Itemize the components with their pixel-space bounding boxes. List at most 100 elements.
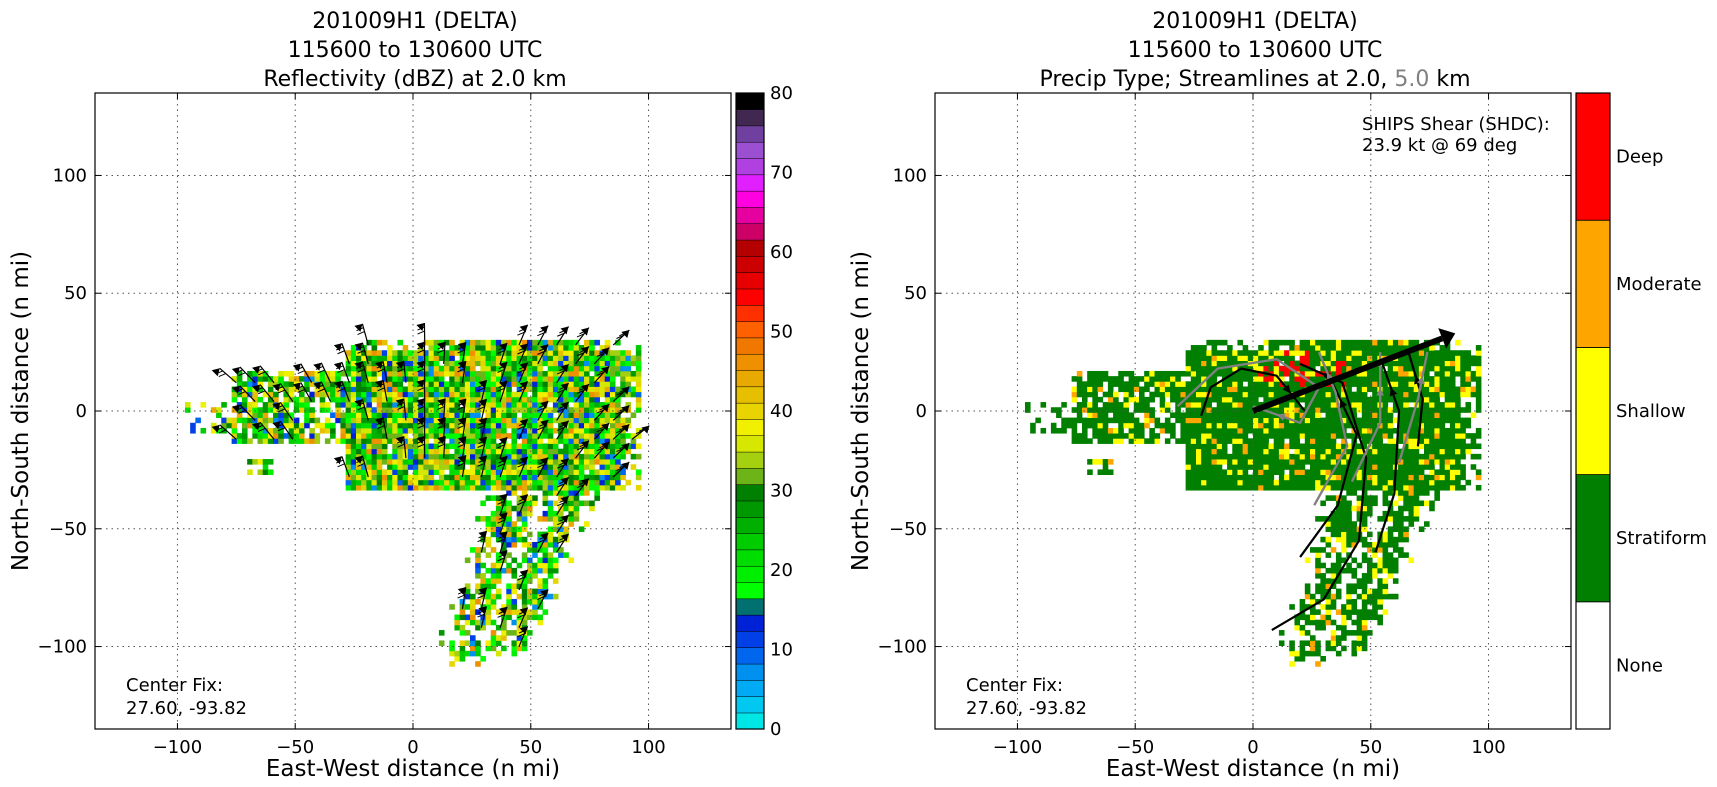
- precip-cell: [1123, 433, 1130, 439]
- precip-cell: [1320, 624, 1326, 631]
- reflectivity-cell: [428, 422, 435, 429]
- precip-cell: [1294, 433, 1301, 439]
- reflectivity-cell: [236, 438, 243, 444]
- precip-cell: [1097, 376, 1104, 382]
- reflectivity-cell: [558, 490, 564, 496]
- reflectivity-cell: [635, 360, 642, 367]
- reflectivity-cell: [609, 479, 616, 486]
- precip-cell: [1465, 360, 1472, 367]
- reflectivity-cell: [428, 350, 435, 356]
- reflectivity-cell: [324, 438, 331, 444]
- precip-cell: [1123, 407, 1130, 413]
- reflectivity-cell: [495, 360, 502, 367]
- wind-barb-feather: [437, 424, 445, 429]
- reflectivity-cell: [475, 391, 481, 398]
- precip-cell: [1097, 370, 1104, 377]
- reflectivity-cell: [464, 484, 471, 491]
- precip-cell: [1253, 422, 1259, 429]
- precip-cell: [1460, 381, 1466, 387]
- reflectivity-cell: [366, 381, 372, 387]
- precip-cell: [1470, 443, 1477, 450]
- reflectivity-cell: [335, 386, 341, 393]
- reflectivity-cell: [573, 459, 580, 465]
- precip-cell: [1335, 448, 1342, 455]
- colorbar-swatch: [735, 614, 765, 632]
- reflectivity-cell: [568, 500, 575, 507]
- precip-cell: [1413, 469, 1420, 475]
- wind-barb-flag: [272, 383, 281, 392]
- precip-cell: [1190, 345, 1197, 351]
- reflectivity-cell: [480, 443, 486, 450]
- precip-cell: [1097, 427, 1104, 434]
- reflectivity-cell: [568, 370, 575, 377]
- wind-barb-feather: [517, 331, 525, 336]
- reflectivity-cell: [226, 417, 233, 424]
- colorbar-swatch: [735, 484, 765, 502]
- reflectivity-cell: [475, 567, 481, 574]
- reflectivity-cell: [480, 345, 486, 351]
- wind-barb-flag: [457, 455, 466, 464]
- reflectivity-cell: [350, 407, 357, 413]
- precip-cell: [1232, 396, 1238, 403]
- precip-cell: [1294, 386, 1301, 393]
- reflectivity-cell: [407, 376, 414, 382]
- reflectivity-cell: [381, 469, 388, 475]
- precip-cell: [1294, 624, 1301, 631]
- wind-barb-feather: [537, 407, 545, 412]
- precip-cell: [1185, 417, 1192, 424]
- reflectivity-cell: [542, 510, 549, 517]
- reflectivity-cell: [335, 376, 341, 382]
- reflectivity-cell: [413, 407, 419, 413]
- wind-barb-feather: [457, 349, 465, 354]
- precip-cell: [1170, 376, 1176, 382]
- reflectivity-cell: [568, 360, 575, 367]
- wind-barb-feather: [517, 463, 525, 468]
- reflectivity-cell: [470, 609, 476, 615]
- wind-barb-feather: [498, 440, 506, 445]
- reflectivity-cell: [521, 516, 528, 522]
- precip-cell: [1315, 360, 1321, 367]
- reflectivity-cell: [288, 422, 295, 429]
- reflectivity-cell: [423, 464, 429, 470]
- reflectivity-cell: [604, 376, 611, 382]
- reflectivity-cell: [438, 376, 445, 382]
- precip-cell: [1392, 391, 1399, 398]
- precip-cell: [1367, 474, 1373, 481]
- precip-cell: [1216, 391, 1223, 398]
- reflectivity-cell: [552, 593, 559, 600]
- reflectivity-cell: [495, 526, 502, 533]
- precip-cell: [1201, 396, 1207, 403]
- wind-barb-feather: [517, 388, 525, 393]
- precip-cell: [1284, 407, 1290, 413]
- wind-barb-feather: [255, 424, 263, 429]
- reflectivity-cell: [490, 593, 497, 600]
- reflectivity-cell: [397, 453, 404, 460]
- reflectivity-cell: [563, 391, 569, 398]
- reflectivity-cell: [578, 402, 585, 408]
- precip-cell: [1304, 438, 1311, 444]
- precip-cell: [1367, 531, 1373, 538]
- precip-cell: [1232, 402, 1238, 408]
- precip-cell: [1258, 484, 1264, 491]
- precip-cell: [1320, 339, 1326, 346]
- precip-cell: [1434, 376, 1440, 382]
- precip-cell: [1382, 531, 1389, 538]
- precip-cell: [1289, 422, 1295, 429]
- precip-cell: [1232, 407, 1238, 413]
- reflectivity-cell: [485, 396, 492, 403]
- reflectivity-cell: [511, 583, 518, 590]
- precip-cell: [1149, 407, 1155, 413]
- reflectivity-cell: [521, 588, 528, 595]
- precip-cell: [1175, 370, 1181, 377]
- precip-cell: [1387, 567, 1394, 574]
- precip-cell: [1310, 391, 1316, 398]
- precip-cell: [1361, 510, 1368, 517]
- precip-cell: [1087, 459, 1093, 465]
- reflectivity-cell: [262, 427, 269, 434]
- precip-cell: [1030, 427, 1036, 434]
- reflectivity-cell: [454, 376, 461, 382]
- precip-cell: [1061, 427, 1067, 434]
- precip-cell: [1263, 438, 1269, 444]
- reflectivity-cell: [428, 464, 435, 470]
- precip-cell: [1460, 407, 1466, 413]
